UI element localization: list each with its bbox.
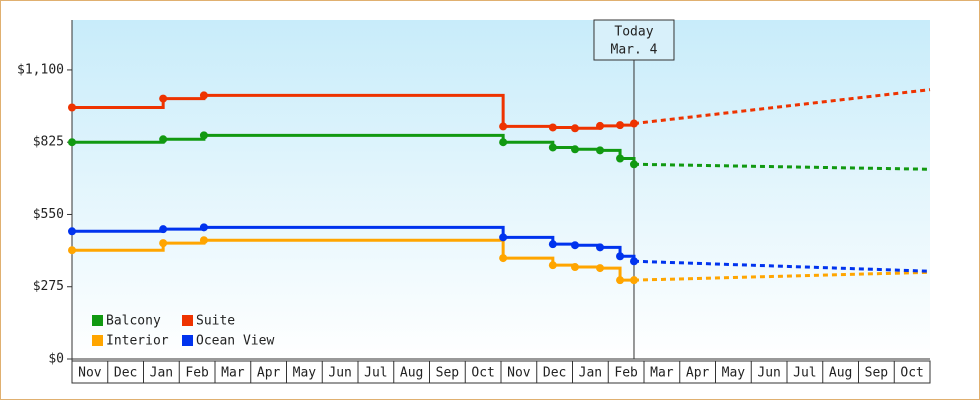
x-tick-label: Jun: [328, 366, 351, 381]
y-tick-label: $0: [48, 352, 64, 367]
x-tick-label: Nov: [78, 366, 102, 381]
plot-area: [72, 20, 930, 359]
x-tick-label: Jul: [793, 366, 816, 381]
point: [571, 263, 580, 272]
y-tick-label: $825: [33, 135, 64, 150]
point: [548, 261, 557, 270]
point: [548, 143, 557, 152]
point: [68, 103, 76, 112]
today-date: Mar. 4: [611, 43, 658, 58]
x-tick-label: Jan: [150, 366, 173, 381]
forecast-line: [633, 259, 931, 273]
point: [159, 94, 168, 103]
point: [548, 240, 557, 249]
point: [596, 264, 605, 273]
point: [68, 246, 76, 255]
y-tick-label: $275: [33, 279, 64, 294]
y-tick-label: $1,100: [17, 62, 64, 77]
x-tick-label: Sep: [436, 366, 460, 381]
x-tick-label: Apr: [257, 366, 281, 381]
point: [499, 138, 508, 147]
x-tick-label: Mar: [221, 366, 245, 381]
today-label: Today: [614, 25, 653, 40]
today-box: [593, 19, 675, 61]
x-tick-label: Aug: [400, 366, 423, 381]
x-tick-label: Jan: [579, 366, 602, 381]
point: [499, 122, 508, 131]
x-tick-label: Feb: [185, 366, 209, 381]
x-tick-label: Nov: [507, 366, 531, 381]
point: [616, 276, 625, 285]
forecast-line: [633, 162, 931, 171]
x-tick-label: Jul: [364, 366, 387, 381]
point: [596, 146, 605, 155]
x-tick-label: Jun: [757, 366, 780, 381]
x-tick-label: Feb: [614, 366, 638, 381]
x-tick-label: May: [722, 366, 746, 381]
legend-swatch: [182, 315, 193, 326]
x-tick-label: Mar: [650, 366, 674, 381]
point: [199, 223, 208, 232]
legend-label: Interior: [106, 334, 169, 349]
point: [199, 236, 208, 245]
forecast-line: [633, 88, 931, 126]
legend-label: Ocean View: [196, 334, 274, 349]
point: [68, 227, 76, 236]
point: [616, 252, 625, 261]
x-tick-label: Dec: [114, 366, 137, 381]
point: [199, 91, 208, 100]
legend-swatch: [182, 335, 193, 346]
legend-swatch: [92, 335, 103, 346]
x-tick-label: Aug: [829, 366, 852, 381]
x-tick-label: Sep: [865, 366, 889, 381]
point: [548, 123, 557, 132]
legend-swatch: [92, 315, 103, 326]
point: [68, 138, 76, 147]
legend-label: Suite: [196, 314, 235, 329]
point: [199, 131, 208, 140]
point: [571, 241, 580, 250]
x-tick-label: Apr: [686, 366, 710, 381]
x-tick-label: Oct: [471, 366, 494, 381]
point: [499, 254, 508, 263]
x-tick-label: May: [293, 366, 317, 381]
point: [616, 121, 625, 130]
point: [159, 239, 168, 248]
point: [596, 121, 605, 130]
point: [571, 145, 580, 154]
point: [571, 124, 580, 133]
point: [616, 154, 625, 163]
x-tick-label: Oct: [900, 366, 923, 381]
legend-label: Balcony: [106, 314, 161, 329]
point: [596, 243, 605, 252]
point: [499, 233, 508, 242]
point: [159, 225, 168, 234]
x-tick-label: Dec: [543, 366, 566, 381]
point: [159, 135, 168, 144]
forecast-line: [633, 270, 931, 282]
y-tick-label: $550: [33, 207, 64, 222]
